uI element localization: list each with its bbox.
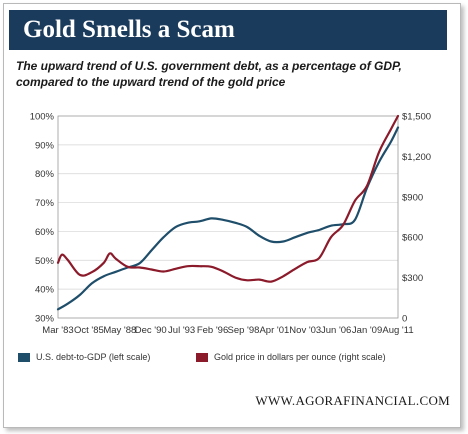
left-tick-label: 90% [35, 140, 55, 151]
series-line-gold-price [56, 114, 400, 283]
chart-card [3, 3, 461, 428]
right-axis-ticks: $1,500 $1,200 $900 $600 $300 0 [402, 112, 431, 325]
legend-item-gold: Gold price in dollars per ounce (right s… [196, 352, 386, 362]
legend-swatch-debt [18, 352, 30, 362]
left-tick-label: 80% [35, 169, 55, 180]
x-tick-label: May '88 [103, 325, 136, 336]
legend-label-debt: U.S. debt-to-GDP (left scale) [36, 352, 151, 362]
chart-subtitle: The upward trend of U.S. government debt… [16, 59, 402, 89]
gridlines [58, 144, 398, 290]
series-lines [56, 114, 400, 311]
x-tick-label: Sep '98 [227, 325, 259, 336]
x-tick-label: Aug '11 [382, 325, 413, 336]
right-tick-label: $1,500 [402, 112, 431, 123]
left-tick-label: 100% [30, 112, 55, 123]
legend: U.S. debt-to-GDP (left scale) Gold price… [18, 352, 448, 366]
banner-title: Gold Smells a Scam [9, 10, 447, 50]
x-tick-label: Mar '83 [42, 325, 73, 336]
x-tick-label: Nov '03 [289, 325, 321, 336]
x-tick-label: Jun '06 [321, 325, 351, 336]
x-tick-label: Dec '90 [135, 325, 167, 336]
right-tick-label: $300 [402, 273, 423, 284]
right-tick-label: $900 [402, 192, 423, 203]
x-tick-label: Jul '93 [168, 325, 195, 336]
legend-label-gold: Gold price in dollars per ounce (right s… [214, 352, 386, 362]
right-tick-label: $1,200 [402, 152, 431, 163]
x-tick-label: Feb '96 [197, 325, 228, 336]
plot-area-border [57, 115, 399, 319]
left-tick-label: 70% [35, 198, 55, 209]
legend-swatch-gold [196, 352, 208, 362]
left-tick-label: 60% [35, 227, 55, 238]
left-axis-ticks: 100% 90% 80% 70% 60% 50% 40% 30% [30, 112, 55, 325]
left-tick-label: 50% [35, 256, 55, 267]
legend-item-debt: U.S. debt-to-GDP (left scale) [18, 352, 150, 362]
x-tick-label: Apr '01 [259, 325, 289, 336]
footer-website: WWW.AGORAFINANCIAL.COM [255, 393, 450, 408]
left-tick-label: 40% [35, 285, 55, 296]
x-tick-label: Oct '85 [74, 325, 104, 336]
right-tick-label: $600 [402, 233, 423, 244]
left-tick-label: 30% [35, 314, 55, 325]
x-tick-label: Jan '09 [352, 325, 382, 336]
right-tick-label: 0 [402, 314, 407, 325]
